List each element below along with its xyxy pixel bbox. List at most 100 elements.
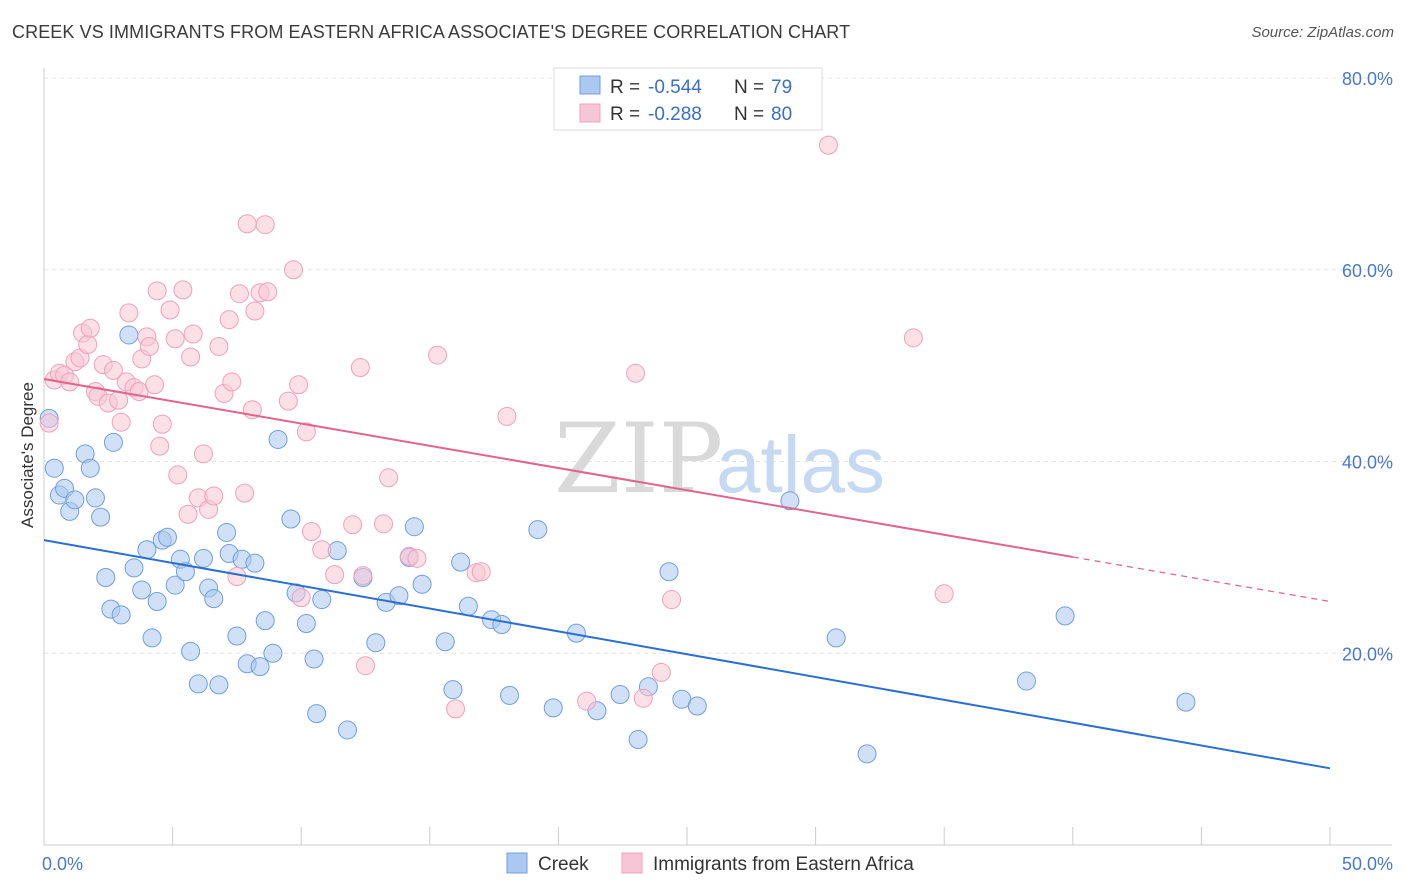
legend-r-label-creek: R = [610,77,640,98]
point-eastern-africa [178,504,198,524]
y-axis-label: Associate's Degree [18,382,37,528]
point-creek [44,458,64,478]
y-tick-label: 80.0% [1342,69,1393,89]
point-creek [1017,671,1037,691]
legend-n-value-creek: 79 [771,77,792,98]
point-eastern-africa [374,514,394,534]
point-eastern-africa [255,215,275,235]
point-creek [137,540,157,560]
point-eastern-africa [183,324,203,344]
point-eastern-africa [39,413,59,433]
point-creek [91,507,111,527]
point-eastern-africa [446,699,466,719]
point-eastern-africa [111,412,131,432]
point-eastern-africa [283,260,303,280]
point-eastern-africa [173,280,193,300]
data-points [39,92,1196,764]
point-creek [857,744,877,764]
point-creek [124,558,144,578]
legend-swatch-eastern-africa [579,103,601,123]
point-creek [181,641,201,661]
point-eastern-africa [235,483,255,503]
trend-line-eastern-africa-dashed [1072,556,1331,603]
legend-n-value-eastern-africa: 80 [771,104,792,125]
point-eastern-africa [78,335,98,355]
point-creek [263,643,283,663]
legend-n-label-creek: N = [734,77,764,98]
legend-r-label-eastern-africa: R = [610,104,640,125]
point-creek [111,605,131,625]
point-eastern-africa [934,584,954,604]
point-eastern-africa [219,310,239,330]
point-eastern-africa [258,282,278,302]
legend-r-value-creek: -0.544 [648,77,702,98]
y-tick-label: 20.0% [1342,644,1393,664]
point-creek [96,568,116,588]
point-eastern-africa [577,691,597,711]
point-creek [85,488,105,508]
point-creek [492,614,512,634]
point-creek [209,675,229,695]
point-creek [451,552,471,572]
point-creek [204,589,224,609]
x-tick-label-min: 0.0% [42,854,83,874]
point-eastern-africa [278,391,298,411]
point-eastern-africa [291,588,311,608]
point-creek [307,704,327,724]
point-eastern-africa [301,521,321,541]
point-creek [103,432,123,452]
point-creek [337,720,357,740]
point-creek [227,626,247,646]
point-creek [312,590,332,610]
trend-lines [43,378,1331,770]
bottom-legend-label-creek: Creek [538,854,589,875]
point-creek [193,548,213,568]
bottom-legend-swatch-eastern-africa [621,852,643,874]
point-eastern-africa [139,336,159,356]
point-creek [175,562,195,582]
legend: R = -0.544 N = 79 R = -0.288 N = 80 [553,67,823,131]
point-creek [366,633,386,653]
point-eastern-africa [903,328,923,348]
point-eastern-africa [181,347,201,367]
point-creek [628,730,648,750]
point-eastern-africa [209,336,229,356]
chart-source: Source: ZipAtlas.com [1251,24,1394,41]
point-creek [404,517,424,537]
point-creek [132,580,152,600]
point-eastern-africa [471,562,491,582]
point-creek [543,698,563,718]
point-creek [147,591,167,611]
point-creek [659,562,679,582]
point-eastern-africa [145,375,165,395]
legend-n-label-eastern-africa: N = [734,104,764,125]
bottom-legend-swatch-creek [506,852,528,874]
point-creek [443,680,463,700]
point-creek [412,574,432,594]
trend-line-eastern-africa [43,378,1073,558]
chart-title: CREEK VS IMMIGRANTS FROM EASTERN AFRICA … [12,22,851,42]
point-eastern-africa [350,358,370,378]
point-eastern-africa [165,329,185,349]
point-eastern-africa [80,318,100,338]
point-creek [245,553,265,573]
watermark-atlas: atlas [716,420,885,509]
point-creek [80,458,100,478]
point-eastern-africa [168,465,188,485]
point-creek [435,632,455,652]
point-creek [255,611,275,631]
point-eastern-africa [497,406,517,426]
point-creek [500,685,520,705]
point-creek [528,520,548,540]
point-eastern-africa [662,590,682,610]
point-eastern-africa [152,414,172,434]
point-eastern-africa [150,436,170,456]
point-creek [780,491,800,511]
watermark-zip: ZIP [554,403,723,515]
point-creek [296,614,316,634]
point-creek [687,696,707,716]
point-creek [250,657,270,677]
point-eastern-africa [633,688,653,708]
point-eastern-africa [353,566,373,586]
